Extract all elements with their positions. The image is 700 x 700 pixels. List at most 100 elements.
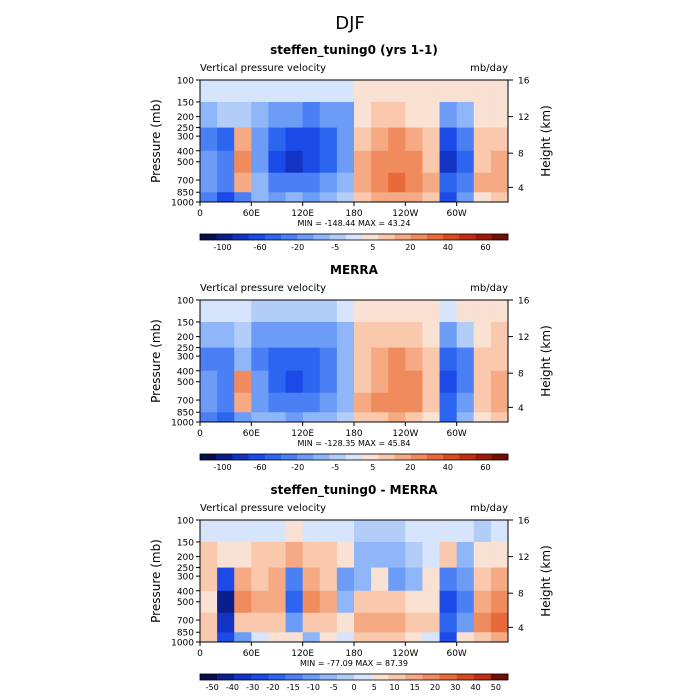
y-tick-label: 150 bbox=[177, 538, 194, 548]
heatmap-cell bbox=[302, 612, 321, 633]
panel-title: steffen_tuning0 - MERRA bbox=[270, 483, 438, 498]
heatmap-cell bbox=[473, 80, 492, 103]
heatmap-cell bbox=[456, 101, 475, 128]
heatmap-cell bbox=[490, 632, 509, 643]
heatmap-cell bbox=[456, 567, 475, 592]
heatmap-cell bbox=[285, 321, 304, 348]
panel-subtitle-left: Vertical pressure velocity bbox=[200, 63, 326, 74]
heatmap-cell bbox=[251, 347, 269, 372]
heatmap-cell bbox=[268, 321, 286, 348]
heatmap-cell bbox=[302, 101, 321, 128]
panel-subtitle-right: mb/day bbox=[470, 283, 508, 294]
heatmap-cell bbox=[422, 392, 440, 413]
y2-axis-label: Height (km) bbox=[539, 545, 553, 616]
colorbar-swatch bbox=[264, 454, 282, 460]
heatmap-cell bbox=[234, 541, 252, 568]
heatmap-cell bbox=[319, 412, 338, 423]
colorbar-frame bbox=[199, 673, 509, 681]
colorbar-swatch bbox=[329, 454, 347, 460]
colorbar-swatch bbox=[473, 674, 492, 680]
heatmap-cell bbox=[336, 172, 355, 193]
heatmap-cell bbox=[490, 347, 509, 372]
heatmap-cell bbox=[439, 300, 458, 323]
heatmap-cell bbox=[405, 321, 423, 348]
y-tick-label: 700 bbox=[177, 397, 194, 407]
y-tick-label: 150 bbox=[177, 318, 194, 328]
colorbar-label: -60 bbox=[254, 243, 267, 252]
y2-tick-label: 12 bbox=[518, 113, 529, 123]
heatmap-cell bbox=[251, 567, 269, 592]
panel-subtitle-left: Vertical pressure velocity bbox=[200, 283, 326, 294]
heatmap-cell bbox=[336, 101, 355, 128]
heatmap-cell bbox=[354, 392, 372, 413]
min-max-stats: MIN = -77.09 MAX = 87.39 bbox=[300, 659, 408, 668]
x-tick-label: 180 bbox=[345, 429, 362, 439]
colorbar-swatch bbox=[200, 454, 217, 460]
heatmap-cell bbox=[473, 347, 492, 372]
heatmap-cell bbox=[336, 321, 355, 348]
heatmap-cell bbox=[388, 101, 406, 128]
heatmap-cell bbox=[200, 412, 218, 423]
heatmap-cell bbox=[422, 567, 440, 592]
heatmap-cell bbox=[234, 392, 252, 413]
heatmap-cell bbox=[371, 347, 389, 372]
heatmap-cell bbox=[336, 127, 355, 152]
heatmap-cell bbox=[354, 520, 372, 543]
colorbar-swatch bbox=[345, 234, 363, 240]
colorbar-swatch bbox=[264, 234, 282, 240]
heatmap-cell bbox=[439, 80, 458, 103]
y2-tick-label: 4 bbox=[518, 404, 524, 414]
colorbar-frame bbox=[199, 453, 509, 461]
colorbar-label: -60 bbox=[254, 463, 267, 472]
y-tick-label: 300 bbox=[177, 353, 194, 363]
heatmap-cell bbox=[251, 590, 269, 614]
colorbar-label: 20 bbox=[405, 243, 415, 252]
colorbar-swatch bbox=[362, 454, 379, 460]
colorbar-label: 10 bbox=[389, 683, 399, 692]
heatmap-cell bbox=[354, 101, 372, 128]
y-tick-label: 100 bbox=[177, 517, 194, 527]
heatmap-cell bbox=[268, 80, 286, 103]
heatmap-cell bbox=[490, 520, 509, 543]
colorbar-label: -5 bbox=[330, 683, 338, 692]
heatmap-cell bbox=[490, 101, 509, 128]
heatmap-cell bbox=[354, 370, 372, 394]
y2-axis-label: Height (km) bbox=[539, 325, 553, 396]
y-tick-label: 400 bbox=[177, 367, 194, 377]
heatmap-cell bbox=[354, 172, 372, 193]
heatmap-cell bbox=[319, 300, 338, 323]
heatmap-cell bbox=[456, 150, 475, 174]
heatmap-cell bbox=[268, 347, 286, 372]
heatmap-cell bbox=[234, 150, 252, 174]
colorbar-label: 15 bbox=[410, 683, 420, 692]
y-tick-label: 250 bbox=[177, 564, 194, 574]
colorbar-swatch bbox=[443, 234, 460, 240]
heatmap-cell bbox=[439, 347, 458, 372]
heatmap-cell bbox=[354, 590, 372, 614]
heatmap-cell bbox=[319, 347, 338, 372]
heatmap-cell bbox=[285, 347, 304, 372]
heatmap-cell bbox=[388, 520, 406, 543]
heatmap-cell bbox=[371, 567, 389, 592]
heatmap-cell bbox=[371, 612, 389, 633]
y2-tick-label: 16 bbox=[518, 517, 530, 527]
heatmap-cell bbox=[285, 520, 304, 543]
y-tick-label: 700 bbox=[177, 617, 194, 627]
heatmap-cell bbox=[285, 101, 304, 128]
colorbar-swatch bbox=[329, 234, 347, 240]
colorbar-swatch bbox=[281, 234, 298, 240]
colorbar-swatch bbox=[443, 454, 460, 460]
heatmap-cell bbox=[354, 80, 372, 103]
heatmap-cell bbox=[302, 127, 321, 152]
heatmap-cell bbox=[388, 612, 406, 633]
heatmap-cell bbox=[268, 392, 286, 413]
heatmap-cell bbox=[371, 392, 389, 413]
heatmap-cell bbox=[302, 300, 321, 323]
heatmap-cell bbox=[473, 172, 492, 193]
y-tick-label: 250 bbox=[177, 344, 194, 354]
heatmap-cell bbox=[422, 192, 440, 203]
y-tick-label: 500 bbox=[177, 598, 194, 608]
heatmap-cell bbox=[319, 590, 338, 614]
heatmap-cell bbox=[473, 541, 492, 568]
heatmap-cell bbox=[336, 300, 355, 323]
